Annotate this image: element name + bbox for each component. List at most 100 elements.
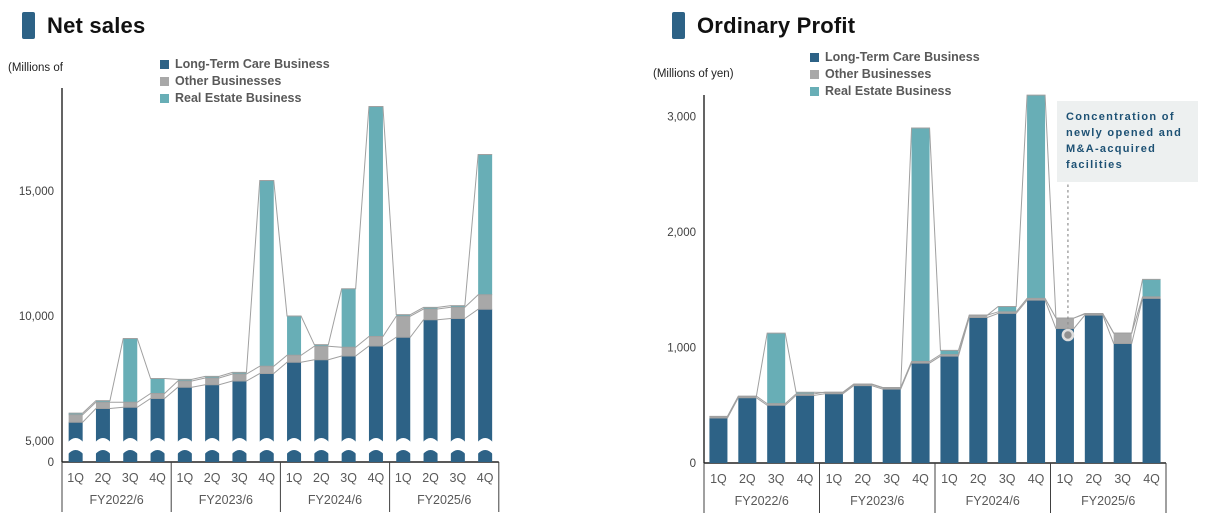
fiscal-year-label: FY2025/6 <box>1081 494 1135 508</box>
bar-segment <box>940 350 959 355</box>
quarter-label: 1Q <box>286 471 303 485</box>
annotation-marker-icon <box>1061 328 1075 342</box>
bar-segment <box>177 379 192 381</box>
ordinary-profit-legend: Long-Term Care Business Other Businesses R… <box>810 50 980 98</box>
bar-segment <box>123 407 138 462</box>
bar-segment <box>423 307 438 309</box>
fiscal-year-label: FY2022/6 <box>735 494 789 508</box>
legend-label: Long-Term Care Business <box>825 50 980 64</box>
bar-segment <box>341 356 356 462</box>
net-sales-chart: 0 5,000 10,000 15,000 1Q 2Q 3Q 4Q 1Q 2Q 3Q 4Q 1Q 2Q 3Q… <box>19 88 500 512</box>
bar-segment <box>1142 279 1161 297</box>
legend-swatch-icon <box>810 86 819 96</box>
bar-segment <box>1027 300 1046 463</box>
axis-break-wave <box>477 438 494 455</box>
bar-segment <box>123 338 138 403</box>
y-tick-label: 10,000 <box>19 311 54 323</box>
bar-segment <box>478 309 493 462</box>
bar-segment <box>150 393 165 399</box>
bar-segment <box>969 315 988 318</box>
bar-segment <box>450 307 465 319</box>
quarter-label: 4Q <box>797 472 814 486</box>
ordinary-profit-chart: 0 1,000 2,000 3,000 1Q 2Q 3Q 4Q 1Q 2Q 3Q 4Q 1Q 2Q 3Q 4Q… <box>667 94 1167 513</box>
bar-segment <box>95 402 110 409</box>
bar-segment <box>969 317 988 463</box>
quarter-label: 4Q <box>1028 472 1045 486</box>
bar-segment <box>1055 318 1074 329</box>
bar-segment <box>1113 333 1132 344</box>
ordinary-profit-unit-label: (Millions of yen) <box>653 68 734 80</box>
bar-segment <box>738 397 757 463</box>
quarter-label: 3Q <box>231 471 248 485</box>
quarter-label: 1Q <box>710 472 727 486</box>
bar-segment <box>940 354 959 357</box>
bar-segment <box>882 389 901 463</box>
y-tick-label: 5,000 <box>25 436 54 448</box>
legend-swatch-icon <box>160 59 169 69</box>
legend-item: Real Estate Business <box>810 84 980 98</box>
fiscal-year-label: FY2023/6 <box>850 494 904 508</box>
bar-segment <box>450 318 465 462</box>
annotation-note: Concentration of newly opened and M&A-ac… <box>1057 101 1198 182</box>
bar-segment <box>796 392 815 394</box>
quarter-label: 1Q <box>67 471 84 485</box>
net-sales-legend: Long-Term Care Business Other Businesses R… <box>160 57 330 105</box>
bar-segment <box>1027 298 1046 301</box>
axis-break-wave <box>204 438 221 455</box>
ordinary-profit-title-row: Ordinary Profit <box>672 12 855 39</box>
quarter-label: 3Q <box>340 471 357 485</box>
quarter-label: 2Q <box>854 472 871 486</box>
legend-swatch-icon <box>160 93 169 103</box>
quarter-label: 3Q <box>450 471 467 485</box>
bar-segment <box>1142 298 1161 463</box>
connector-line <box>68 294 493 416</box>
legend-label: Real Estate Business <box>175 91 302 105</box>
quarter-label: 4Q <box>1143 472 1160 486</box>
y-tick-label: 15,000 <box>19 186 54 198</box>
bar-segment <box>796 395 815 463</box>
y-tick-label: 0 <box>48 457 54 469</box>
ordinary-profit-title: Ordinary Profit <box>697 12 856 38</box>
bar-segment <box>368 106 383 337</box>
bar-segment <box>232 374 247 381</box>
axis-break-wave <box>422 438 439 455</box>
legend-item: Long-Term Care Business <box>810 50 980 64</box>
bar-segment <box>150 378 165 394</box>
bar-segment <box>709 417 728 463</box>
quarter-label: 3Q <box>999 472 1016 486</box>
legend-label: Long-Term Care Business <box>175 57 330 71</box>
bar-segment <box>287 362 302 462</box>
bar-segment <box>1142 296 1161 299</box>
quarter-label: 3Q <box>883 472 900 486</box>
bar-segment <box>911 128 930 362</box>
bar-segment <box>341 347 356 356</box>
bar-segment <box>450 305 465 308</box>
bar-segment <box>767 333 786 404</box>
fiscal-year-label: FY2025/6 <box>417 493 471 507</box>
quarter-label: 4Q <box>477 471 494 485</box>
fiscal-year-label: FY2024/6 <box>966 494 1020 508</box>
quarter-label: 2Q <box>204 471 221 485</box>
y-tick-label: 3,000 <box>667 112 696 124</box>
net-sales-title-row: Net sales <box>22 12 145 39</box>
title-marker-icon <box>672 12 685 39</box>
axis-break-wave <box>340 438 357 455</box>
quarter-label: 1Q <box>1057 472 1074 486</box>
bar-segment <box>68 414 83 423</box>
fiscal-year-label: FY2024/6 <box>308 493 362 507</box>
bar-segment <box>259 180 274 367</box>
bar-segment <box>998 311 1017 314</box>
legend-item: Long-Term Care Business <box>160 57 330 71</box>
connector-line <box>709 297 1161 419</box>
bar-segment <box>259 366 274 374</box>
axis-break-wave <box>67 438 84 455</box>
quarter-label: 1Q <box>395 471 412 485</box>
axis-break-wave <box>149 438 166 455</box>
bar-segment <box>314 359 329 462</box>
axis-break-wave <box>395 438 412 455</box>
axis-break-wave <box>258 438 275 455</box>
bar-segment <box>767 405 786 463</box>
bar-segment <box>1084 315 1103 463</box>
bar-segment <box>368 346 383 462</box>
bar-segment <box>478 294 493 310</box>
